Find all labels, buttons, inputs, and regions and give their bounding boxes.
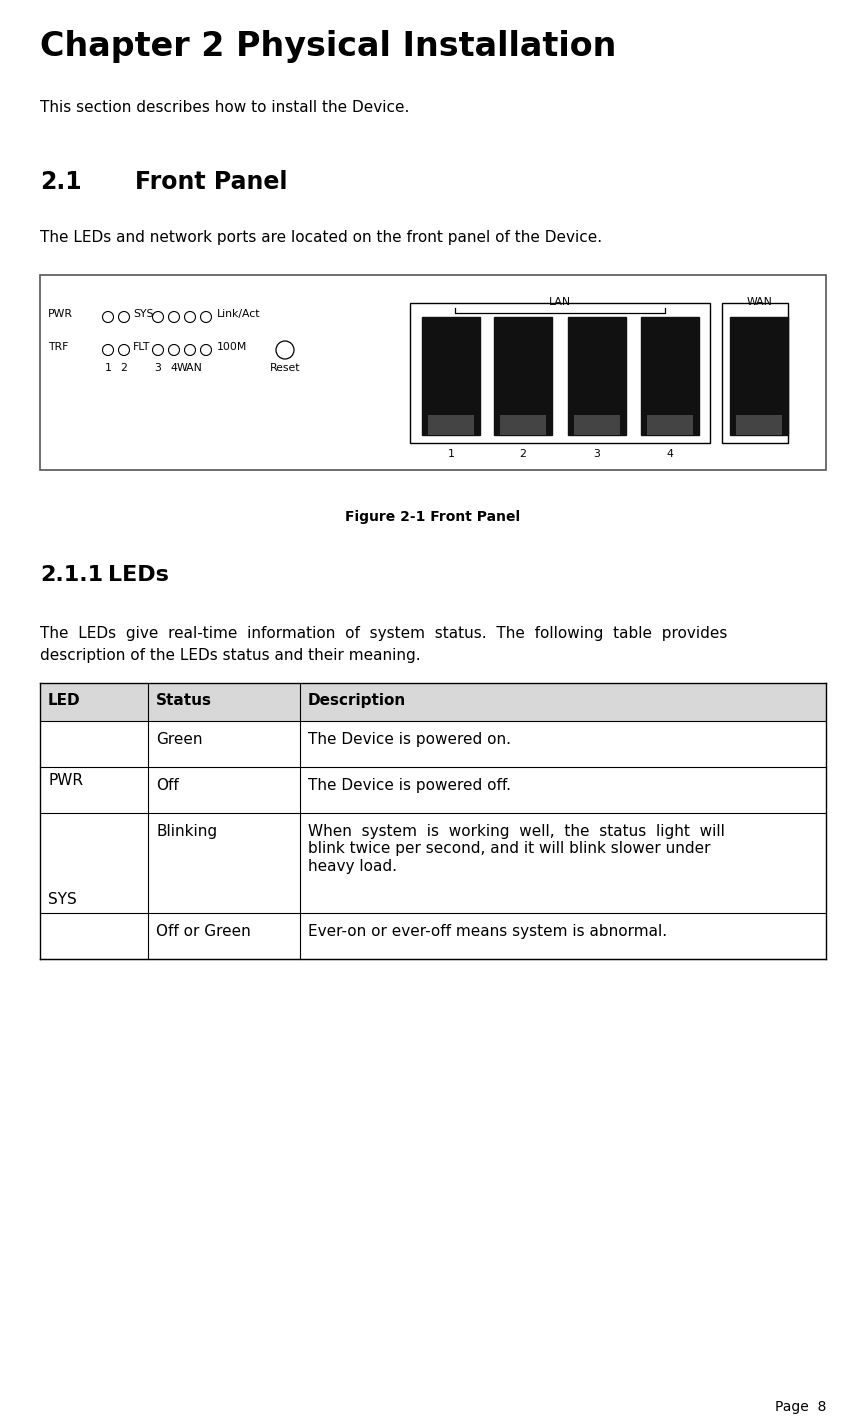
- Text: Figure 2-1 Front Panel: Figure 2-1 Front Panel: [346, 509, 520, 524]
- Text: FLT: FLT: [133, 342, 151, 352]
- Text: Green: Green: [156, 732, 203, 746]
- Circle shape: [152, 311, 164, 323]
- Bar: [568, 317, 626, 435]
- Text: PWR: PWR: [48, 310, 73, 320]
- Text: Blinking: Blinking: [156, 823, 217, 839]
- Text: When  system  is  working  well,  the  status  light  will
blink twice per secon: When system is working well, the status …: [308, 823, 725, 873]
- Text: Off: Off: [156, 778, 178, 793]
- Circle shape: [119, 344, 130, 355]
- Text: 1: 1: [448, 450, 455, 459]
- Text: The LEDs and network ports are located on the front panel of the Device.: The LEDs and network ports are located o…: [40, 230, 602, 245]
- Circle shape: [152, 344, 164, 355]
- Text: TRF: TRF: [48, 342, 68, 352]
- Bar: [422, 317, 480, 435]
- Bar: [641, 317, 699, 435]
- Bar: [410, 303, 710, 442]
- Text: 100M: 100M: [217, 342, 248, 352]
- Bar: [428, 415, 474, 435]
- Text: 2.1.1: 2.1.1: [40, 565, 103, 585]
- Circle shape: [184, 311, 196, 323]
- Text: Off or Green: Off or Green: [156, 925, 251, 939]
- Bar: [40, 684, 826, 721]
- Text: Status: Status: [156, 694, 212, 708]
- Text: 4: 4: [171, 362, 178, 372]
- Text: 2: 2: [120, 362, 127, 372]
- Text: The Device is powered on.: The Device is powered on.: [308, 732, 511, 746]
- Text: 2.1: 2.1: [40, 170, 81, 194]
- Text: Reset: Reset: [269, 362, 301, 372]
- Text: WAN: WAN: [177, 362, 203, 372]
- Text: LED: LED: [48, 694, 81, 708]
- Bar: [730, 317, 788, 435]
- Circle shape: [169, 344, 179, 355]
- Text: SYS: SYS: [133, 310, 153, 320]
- Circle shape: [201, 344, 211, 355]
- Text: SYS: SYS: [48, 892, 77, 908]
- Text: PWR: PWR: [48, 773, 83, 788]
- Circle shape: [102, 311, 113, 323]
- Text: 4: 4: [667, 450, 674, 459]
- Text: 1: 1: [105, 362, 112, 372]
- Text: LAN: LAN: [549, 297, 571, 307]
- Circle shape: [169, 311, 179, 323]
- Text: Front Panel: Front Panel: [135, 170, 288, 194]
- Text: WAN: WAN: [747, 297, 773, 307]
- Bar: [494, 317, 552, 435]
- Text: 3: 3: [593, 450, 600, 459]
- Circle shape: [276, 341, 294, 360]
- Bar: [722, 303, 788, 442]
- Text: description of the LEDs status and their meaning.: description of the LEDs status and their…: [40, 648, 421, 664]
- Text: The Device is powered off.: The Device is powered off.: [308, 778, 511, 793]
- Circle shape: [201, 311, 211, 323]
- Text: 3: 3: [154, 362, 161, 372]
- Text: The  LEDs  give  real-time  information  of  system  status.  The  following  ta: The LEDs give real-time information of s…: [40, 626, 727, 641]
- Circle shape: [119, 311, 130, 323]
- Text: Ever-on or ever-off means system is abnormal.: Ever-on or ever-off means system is abno…: [308, 925, 667, 939]
- Text: Description: Description: [308, 694, 406, 708]
- Bar: [647, 415, 693, 435]
- Text: 2: 2: [520, 450, 527, 459]
- Bar: [736, 415, 782, 435]
- Bar: [574, 415, 620, 435]
- Text: This section describes how to install the Device.: This section describes how to install th…: [40, 100, 410, 116]
- Text: Chapter 2 Physical Installation: Chapter 2 Physical Installation: [40, 30, 617, 63]
- Bar: [500, 415, 546, 435]
- Circle shape: [102, 344, 113, 355]
- Circle shape: [184, 344, 196, 355]
- Text: LEDs: LEDs: [108, 565, 169, 585]
- Text: Page  8: Page 8: [774, 1400, 826, 1414]
- Text: Link/Act: Link/Act: [217, 310, 261, 320]
- Bar: [40, 275, 826, 469]
